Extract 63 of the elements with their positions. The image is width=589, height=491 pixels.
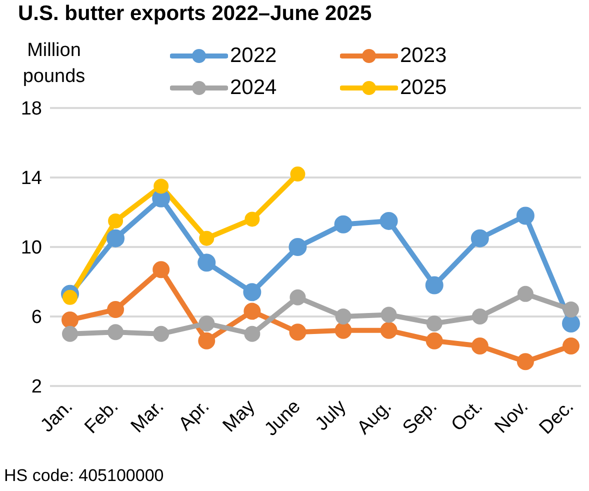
point <box>426 332 443 350</box>
y-tick-label: 10 <box>20 238 42 259</box>
point <box>425 276 444 294</box>
point <box>334 215 352 234</box>
point <box>562 338 580 355</box>
y-axis-title: Million pounds <box>22 39 86 89</box>
point <box>472 308 488 324</box>
point <box>62 326 78 342</box>
point <box>107 301 124 318</box>
point <box>471 338 488 355</box>
point <box>335 308 352 324</box>
y-tick-label: 14 <box>20 168 42 190</box>
point <box>108 213 124 228</box>
point <box>516 353 534 370</box>
point <box>244 212 260 227</box>
x-tick-label: Dec. <box>536 396 578 439</box>
point <box>198 254 216 272</box>
x-tick-label: Oct. <box>448 396 487 436</box>
point <box>517 286 534 302</box>
legend-label: 2025 <box>400 76 447 100</box>
point <box>470 229 489 248</box>
y-tick-label: 2 <box>31 376 42 398</box>
point <box>380 212 398 230</box>
point <box>289 324 306 341</box>
x-tick-label: Mar. <box>127 396 168 438</box>
x-tick-label: Jan. <box>36 396 78 436</box>
point <box>563 302 579 318</box>
point <box>288 238 307 256</box>
point <box>380 306 397 323</box>
legend-label: 2024 <box>230 76 277 100</box>
point <box>290 289 306 306</box>
point <box>243 283 262 302</box>
point <box>198 315 215 332</box>
point <box>562 314 580 332</box>
legend-label: 2023 <box>400 44 447 68</box>
point <box>108 324 124 340</box>
point <box>380 322 398 339</box>
point <box>334 322 352 339</box>
point <box>62 290 78 305</box>
point <box>153 326 170 342</box>
point <box>426 315 442 332</box>
x-tick-label: Sep. <box>398 396 442 439</box>
point <box>106 229 125 248</box>
x-tick-label: May <box>219 396 260 436</box>
point <box>62 311 78 328</box>
text: HS code: 405100000 <box>4 466 164 486</box>
y-tick-label: 18 <box>20 98 42 120</box>
point <box>199 230 214 246</box>
chart-title: U.S. butter exports 2022–June 2025 <box>18 2 372 26</box>
legend-label: 2022 <box>230 44 277 68</box>
point <box>152 261 170 278</box>
point <box>198 332 216 350</box>
point <box>244 302 261 320</box>
point <box>154 178 169 194</box>
y-tick-label: 6 <box>31 307 42 328</box>
x-tick-label: July <box>312 396 351 435</box>
x-tick-label: Aug. <box>353 396 396 439</box>
x-tick-label: Nov. <box>491 396 533 438</box>
x-tick-label: Feb. <box>80 396 123 438</box>
point <box>516 206 534 225</box>
point <box>290 166 306 182</box>
point <box>244 326 260 342</box>
x-tick-label: Apr. <box>174 396 214 435</box>
